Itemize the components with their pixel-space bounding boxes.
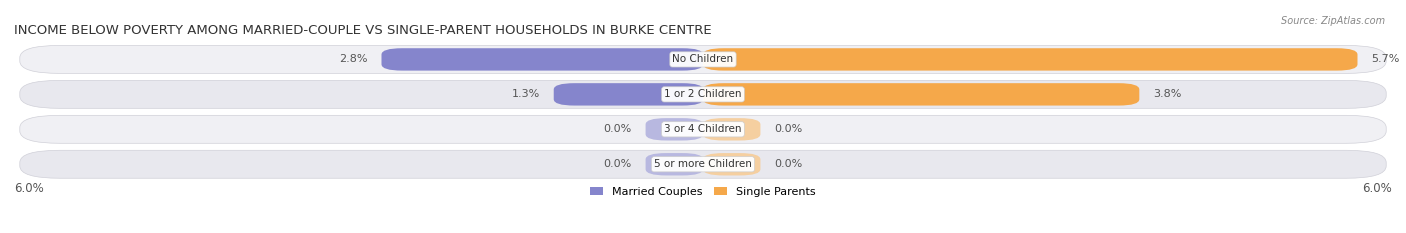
Text: Source: ZipAtlas.com: Source: ZipAtlas.com bbox=[1281, 16, 1385, 26]
Text: 3.8%: 3.8% bbox=[1153, 89, 1181, 99]
Text: No Children: No Children bbox=[672, 55, 734, 64]
Text: 1 or 2 Children: 1 or 2 Children bbox=[664, 89, 742, 99]
FancyBboxPatch shape bbox=[381, 48, 703, 71]
FancyBboxPatch shape bbox=[20, 45, 1386, 73]
Text: INCOME BELOW POVERTY AMONG MARRIED-COUPLE VS SINGLE-PARENT HOUSEHOLDS IN BURKE C: INCOME BELOW POVERTY AMONG MARRIED-COUPL… bbox=[14, 24, 711, 37]
FancyBboxPatch shape bbox=[20, 80, 1386, 108]
Text: 5.7%: 5.7% bbox=[1371, 55, 1399, 64]
Text: 0.0%: 0.0% bbox=[603, 124, 631, 134]
Text: 2.8%: 2.8% bbox=[339, 55, 368, 64]
FancyBboxPatch shape bbox=[703, 118, 761, 140]
FancyBboxPatch shape bbox=[703, 153, 761, 175]
FancyBboxPatch shape bbox=[703, 48, 1358, 71]
FancyBboxPatch shape bbox=[645, 153, 703, 175]
Legend: Married Couples, Single Parents: Married Couples, Single Parents bbox=[586, 182, 820, 201]
Text: 0.0%: 0.0% bbox=[775, 159, 803, 169]
FancyBboxPatch shape bbox=[554, 83, 703, 106]
FancyBboxPatch shape bbox=[703, 83, 1139, 106]
FancyBboxPatch shape bbox=[20, 150, 1386, 178]
Text: 1.3%: 1.3% bbox=[512, 89, 540, 99]
Text: 0.0%: 0.0% bbox=[603, 159, 631, 169]
Text: 0.0%: 0.0% bbox=[775, 124, 803, 134]
Text: 6.0%: 6.0% bbox=[14, 182, 44, 195]
Text: 5 or more Children: 5 or more Children bbox=[654, 159, 752, 169]
FancyBboxPatch shape bbox=[20, 115, 1386, 143]
FancyBboxPatch shape bbox=[645, 118, 703, 140]
Text: 3 or 4 Children: 3 or 4 Children bbox=[664, 124, 742, 134]
Text: 6.0%: 6.0% bbox=[1362, 182, 1392, 195]
